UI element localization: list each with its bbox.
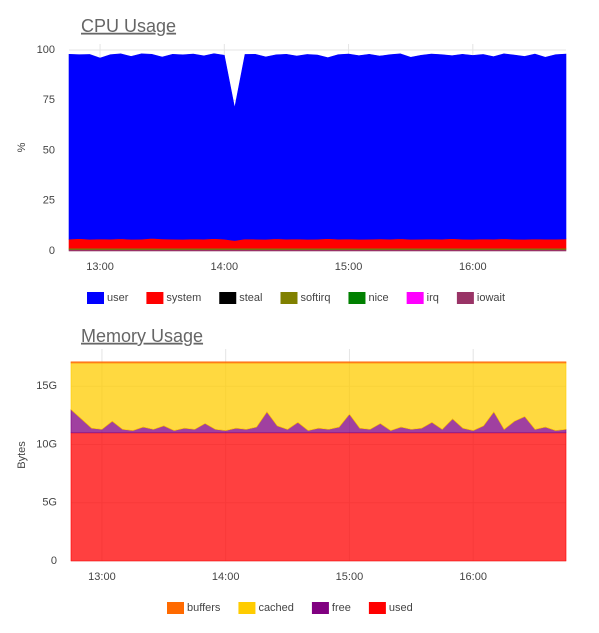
legend-label: system — [166, 292, 201, 304]
y-tick-label: 10G — [36, 438, 57, 450]
legend-item: buffers — [167, 602, 221, 614]
x-tick-label: 13:00 — [86, 261, 114, 273]
legend-label: softirq — [301, 292, 331, 304]
legend-label: cached — [258, 602, 293, 614]
legend-swatch — [146, 292, 164, 304]
legend-swatch — [406, 292, 424, 304]
y-axis-label: % — [16, 142, 28, 152]
legend-item: irq — [406, 292, 439, 304]
y-tick-label: 0 — [51, 555, 57, 567]
x-tick-label: 13:00 — [88, 571, 116, 583]
x-tick-label: 15:00 — [336, 571, 364, 583]
x-tick-label: 15:00 — [335, 261, 363, 273]
x-tick-label: 16:00 — [459, 571, 487, 583]
legend-swatch — [280, 292, 298, 304]
area — [70, 361, 567, 364]
legend-swatch — [238, 602, 256, 614]
y-tick-label: 75 — [43, 94, 55, 106]
legend-item: used — [368, 602, 413, 614]
legend-swatch — [311, 602, 329, 614]
legend-item: system — [146, 292, 201, 304]
legend-item: cached — [238, 602, 294, 614]
legend-label: irq — [427, 292, 439, 304]
legend-swatch — [348, 292, 366, 304]
y-tick-label: 50 — [43, 144, 55, 156]
area — [68, 238, 567, 249]
legend-swatch — [456, 292, 474, 304]
legend-label: buffers — [187, 602, 221, 614]
legend-label: iowait — [477, 292, 505, 304]
legend-swatch — [219, 292, 237, 304]
legend-item: user — [87, 292, 129, 304]
legend-item: nice — [348, 292, 389, 304]
x-tick-label: 14:00 — [211, 261, 239, 273]
chart-title: Memory Usage — [81, 326, 203, 346]
x-tick-label: 16:00 — [459, 261, 487, 273]
area — [70, 432, 567, 562]
y-tick-label: 15G — [36, 380, 57, 392]
legend-item: iowait — [456, 292, 505, 304]
legend-label: used — [389, 602, 413, 614]
x-tick-label: 14:00 — [212, 571, 240, 583]
chart-title: CPU Usage — [81, 16, 176, 36]
y-tick-label: 5G — [42, 497, 57, 509]
y-tick-label: 25 — [43, 195, 55, 207]
legend-label: user — [107, 292, 129, 304]
legend-label: free — [332, 602, 351, 614]
legend-item: softirq — [280, 292, 331, 304]
legend-item: steal — [219, 292, 263, 304]
legend-label: steal — [239, 292, 262, 304]
legend-swatch — [167, 602, 184, 614]
area — [68, 53, 567, 241]
legend-swatch — [368, 602, 386, 614]
legend-swatch — [87, 292, 104, 304]
legend-label: nice — [368, 292, 388, 304]
y-axis-label: Bytes — [16, 441, 28, 469]
y-tick-label: 100 — [37, 44, 55, 56]
y-tick-label: 0 — [49, 245, 55, 257]
legend-item: free — [311, 602, 351, 614]
